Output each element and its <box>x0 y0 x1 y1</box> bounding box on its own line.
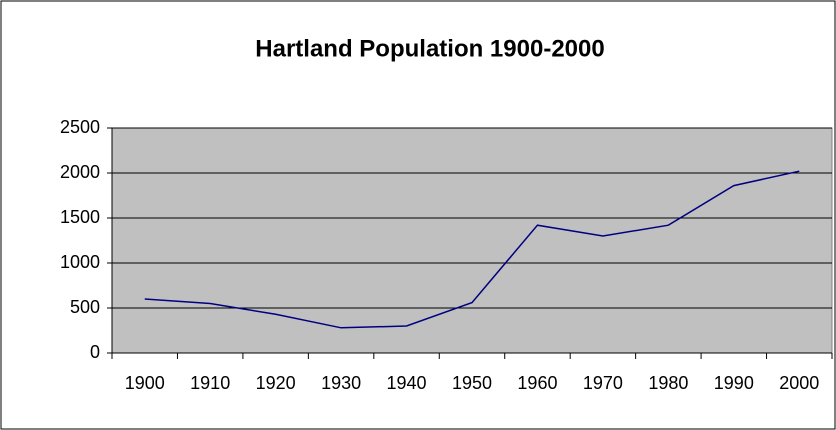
plot-area <box>111 127 833 354</box>
x-tick-label: 1900 <box>125 373 165 393</box>
x-tick-label: 1940 <box>387 373 427 393</box>
x-tick-label: 1960 <box>517 373 557 393</box>
y-tick-label: 1500 <box>60 207 100 227</box>
chart-title: Hartland Population 1900-2000 <box>255 35 604 62</box>
y-tick-label: 0 <box>90 342 100 362</box>
x-tick-label: 1950 <box>452 373 492 393</box>
y-tick-label: 500 <box>70 297 100 317</box>
y-tick-label: 1000 <box>60 252 100 272</box>
y-tick-label: 2000 <box>60 162 100 182</box>
x-tick-label: 1990 <box>714 373 754 393</box>
x-tick-label: 1930 <box>321 373 361 393</box>
x-tick-label: 1910 <box>190 373 230 393</box>
x-tick-label: 1980 <box>648 373 688 393</box>
x-tick-label: 2000 <box>779 373 819 393</box>
data-line <box>144 170 800 329</box>
x-tick-label: 1970 <box>583 373 623 393</box>
y-tick-label: 2500 <box>60 117 100 137</box>
x-tick-label: 1920 <box>256 373 296 393</box>
